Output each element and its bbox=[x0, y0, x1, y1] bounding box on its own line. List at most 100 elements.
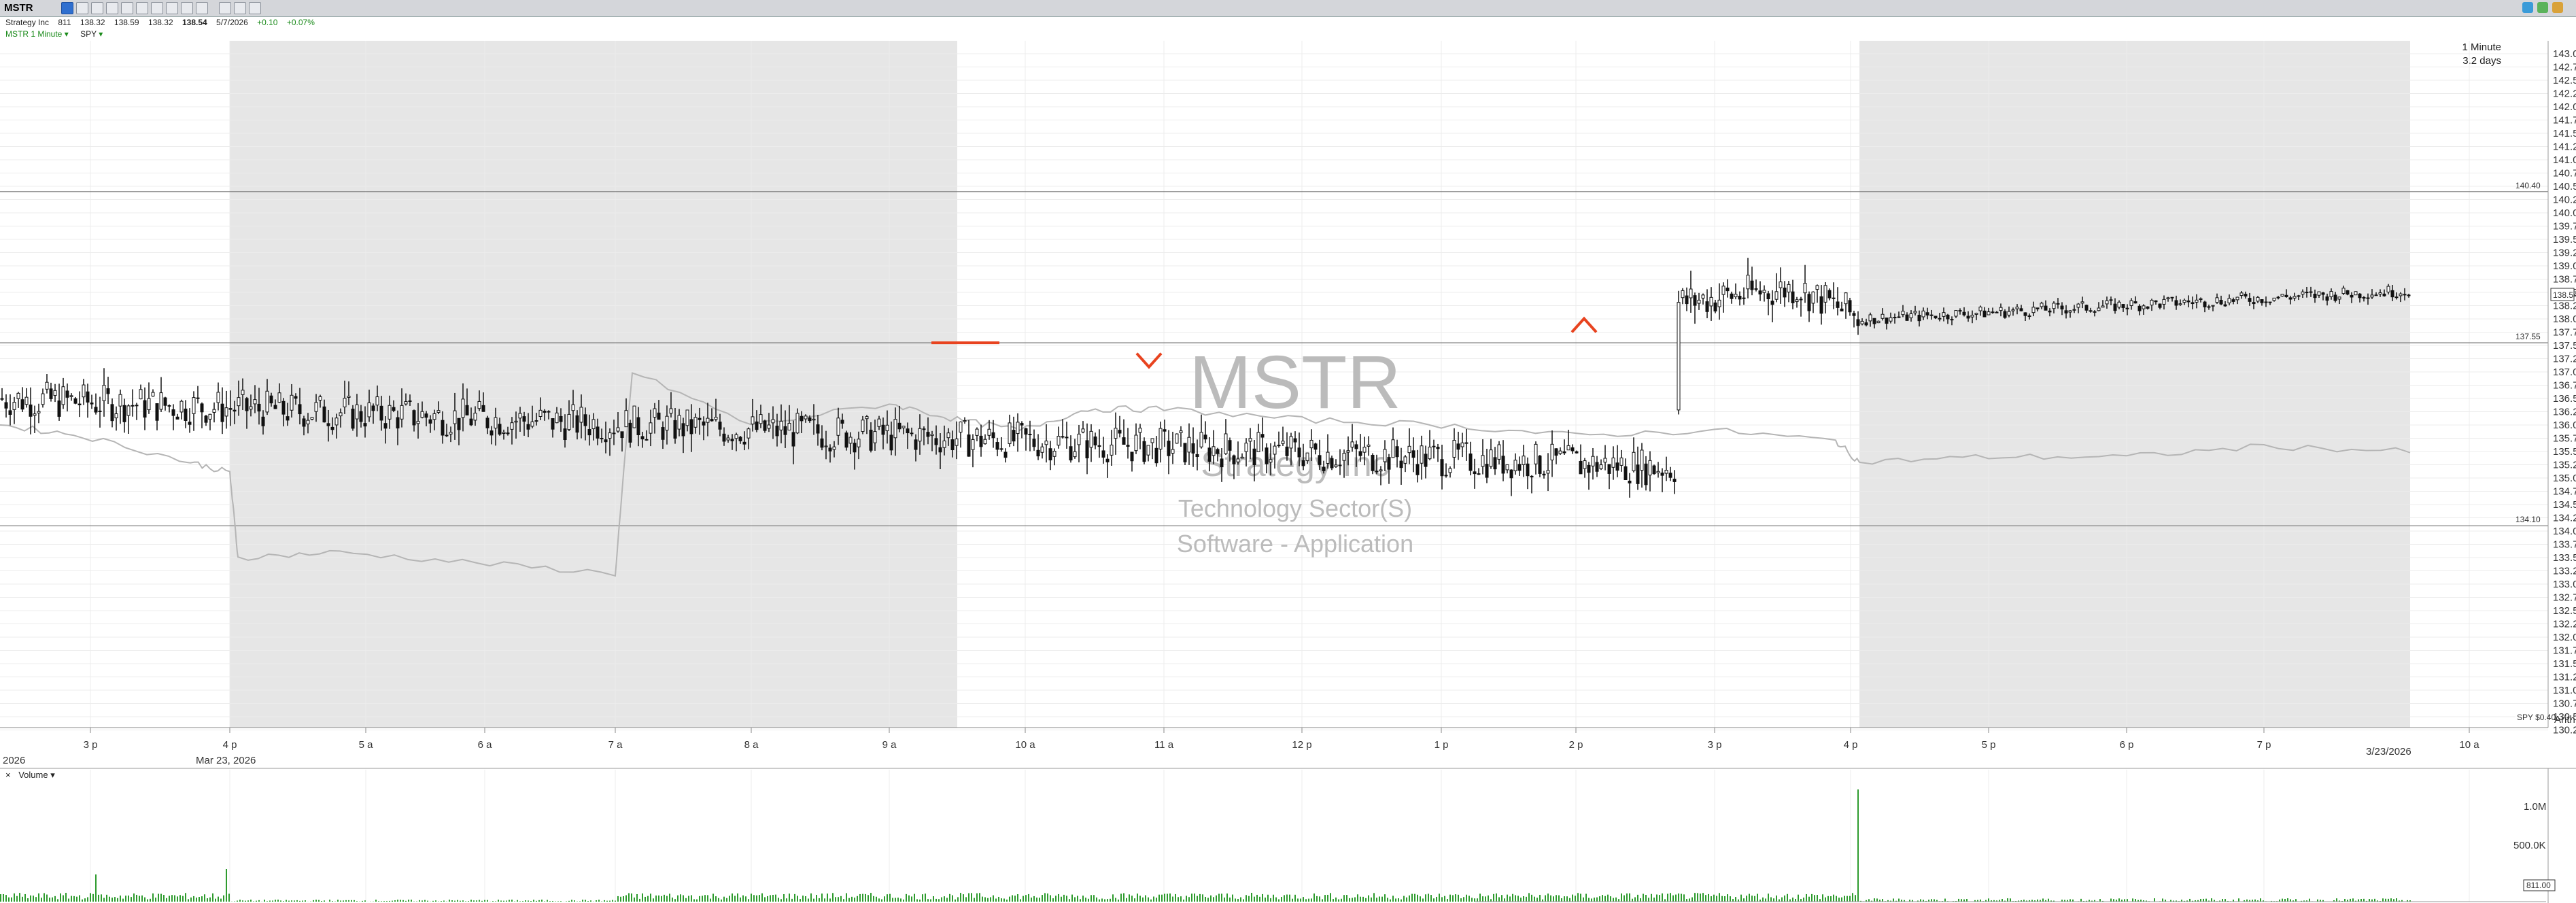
bar-chart-icon[interactable] bbox=[76, 2, 88, 14]
candle-body bbox=[963, 420, 967, 422]
volume-bar bbox=[696, 899, 698, 902]
candle-body bbox=[2227, 298, 2231, 303]
candle-body bbox=[1077, 433, 1081, 445]
price-axis[interactable]: 143.00142.75142.50142.25142.00141.75141.… bbox=[2553, 48, 2576, 736]
candle-body bbox=[2007, 311, 2011, 316]
candle-body bbox=[1220, 458, 1224, 468]
volume-bar bbox=[976, 893, 978, 902]
volume-bar bbox=[617, 896, 619, 902]
candle-body bbox=[555, 412, 559, 424]
volume-bar bbox=[1197, 896, 1198, 902]
dropdown-icon[interactable] bbox=[196, 2, 208, 14]
compare-symbol[interactable]: SPY bbox=[80, 29, 97, 39]
candle-body bbox=[1526, 463, 1530, 477]
volume-bar bbox=[549, 901, 551, 902]
volume-bar bbox=[1178, 897, 1179, 902]
candle-body bbox=[2378, 292, 2382, 294]
candle-body bbox=[522, 416, 526, 422]
annotation-down-chevron[interactable] bbox=[1135, 352, 1163, 369]
price-axis-label: 130.50 bbox=[2553, 711, 2576, 723]
candle-body bbox=[808, 418, 812, 422]
sync-icon[interactable] bbox=[2537, 2, 2548, 13]
candle-body bbox=[2052, 303, 2056, 309]
volume-bar bbox=[1137, 893, 1138, 902]
volume-bar bbox=[402, 900, 404, 902]
link-icon[interactable] bbox=[219, 2, 231, 14]
candle-body bbox=[143, 400, 147, 418]
candle-body bbox=[885, 424, 889, 431]
more-tools-icon[interactable] bbox=[249, 2, 261, 14]
candle-body bbox=[616, 427, 620, 432]
candle-body bbox=[942, 440, 946, 448]
candle-body bbox=[1187, 437, 1191, 453]
line-chart-icon[interactable] bbox=[91, 2, 103, 14]
candle-body bbox=[693, 417, 698, 428]
candle-body bbox=[41, 393, 45, 405]
candle-body bbox=[114, 413, 118, 419]
volume-bar bbox=[1210, 895, 1212, 902]
top-toolbar: MSTR bbox=[0, 0, 2576, 17]
candle-body bbox=[2350, 294, 2354, 298]
volume-bar bbox=[2086, 900, 2087, 902]
volume-bar bbox=[1517, 896, 1519, 902]
volume-bar bbox=[805, 896, 806, 902]
annotations[interactable] bbox=[931, 316, 1598, 369]
candle-chart-icon[interactable] bbox=[106, 2, 118, 14]
candle-body bbox=[1081, 428, 1085, 432]
volume-bar bbox=[1218, 893, 1220, 902]
volume-bar bbox=[30, 895, 31, 902]
volume-bar bbox=[207, 898, 208, 902]
layout-icon[interactable] bbox=[234, 2, 246, 14]
chevron-down-icon[interactable]: ▾ bbox=[96, 29, 103, 39]
candle-body bbox=[783, 426, 787, 435]
scale-mode[interactable]: Arith bbox=[2554, 714, 2575, 726]
volume-bar bbox=[533, 900, 534, 902]
series-selector[interactable]: MSTR 1 Minute bbox=[5, 29, 63, 39]
candle-body bbox=[1856, 319, 1860, 326]
candle-body bbox=[1566, 445, 1570, 451]
volume-bar bbox=[2010, 898, 2011, 902]
candle-body bbox=[481, 405, 485, 412]
candle-body bbox=[326, 423, 330, 426]
volume-bar bbox=[2080, 898, 2082, 902]
volume-bar bbox=[707, 895, 708, 902]
volume-bar bbox=[851, 896, 853, 902]
chevron-down-icon[interactable]: ▾ bbox=[50, 770, 55, 780]
volume-bar bbox=[1447, 899, 1448, 902]
candle-body bbox=[804, 415, 808, 420]
chevron-down-icon[interactable]: ▾ bbox=[62, 29, 69, 39]
alert-icon[interactable] bbox=[2552, 2, 2563, 13]
candle-body bbox=[1273, 445, 1277, 455]
text-tool-icon[interactable] bbox=[166, 2, 178, 14]
candle-body bbox=[1889, 317, 1893, 322]
candle-body bbox=[1815, 285, 1819, 290]
volume-bar bbox=[780, 899, 782, 902]
candle-body bbox=[2219, 300, 2223, 305]
window-link-icon[interactable] bbox=[2522, 2, 2533, 13]
price-chart[interactable]: MSTR Strategy Inc Technology Sector(S) S… bbox=[0, 41, 2576, 903]
volume-bar bbox=[528, 900, 529, 902]
volume-bar bbox=[2162, 898, 2163, 902]
zoom-in-icon[interactable] bbox=[121, 2, 133, 14]
zoom-out-icon[interactable] bbox=[136, 2, 148, 14]
volume-bar bbox=[742, 895, 744, 902]
time-axis-label: 4 p bbox=[223, 739, 237, 751]
close-icon[interactable]: × bbox=[5, 770, 11, 780]
volume-bar bbox=[1069, 899, 1070, 902]
chart-type-button[interactable] bbox=[61, 2, 73, 14]
symbol-box[interactable]: MSTR bbox=[4, 2, 33, 14]
volume-bar bbox=[1297, 898, 1299, 902]
candle-body bbox=[286, 416, 290, 421]
volume-bar bbox=[1874, 898, 1875, 902]
volume-bar bbox=[1765, 898, 1766, 902]
draw-tool-icon[interactable] bbox=[151, 2, 163, 14]
settings-icon[interactable] bbox=[181, 2, 193, 14]
volume-bar bbox=[1792, 898, 1793, 902]
volume-bar bbox=[1346, 895, 1347, 902]
volume-bar bbox=[288, 900, 290, 902]
volume-bar bbox=[987, 898, 989, 902]
annotation-up-chevron[interactable] bbox=[1570, 316, 1598, 333]
volume-bar bbox=[1365, 898, 1367, 902]
volume-bar bbox=[1392, 896, 1394, 902]
